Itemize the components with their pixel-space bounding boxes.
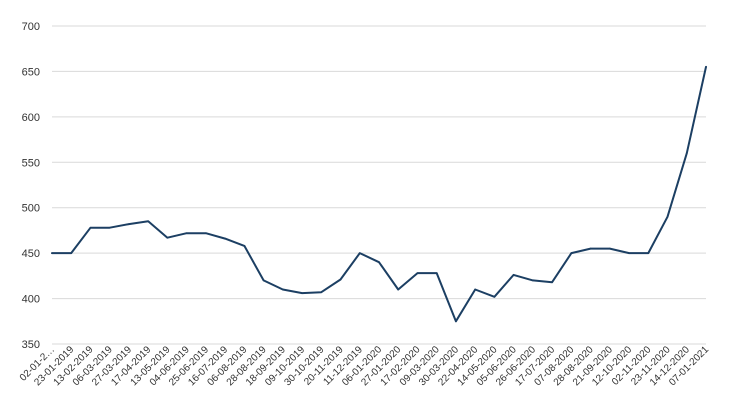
data-point bbox=[320, 291, 323, 294]
data-point bbox=[108, 226, 111, 229]
data-point bbox=[512, 274, 515, 276]
data-point bbox=[589, 247, 592, 250]
data-point bbox=[435, 272, 438, 274]
y-tick-label: 650 bbox=[22, 66, 40, 78]
data-point bbox=[128, 223, 130, 225]
y-tick-label: 500 bbox=[22, 203, 40, 215]
data-point bbox=[628, 252, 630, 254]
data-point bbox=[51, 252, 53, 254]
y-tick-label: 600 bbox=[22, 112, 40, 124]
data-point bbox=[666, 216, 669, 218]
y-tick-label: 450 bbox=[22, 248, 40, 260]
data-point bbox=[647, 252, 650, 254]
data-point bbox=[532, 279, 534, 282]
data-point bbox=[705, 66, 707, 68]
data-point bbox=[224, 237, 226, 240]
data-point bbox=[551, 281, 553, 284]
data-point bbox=[397, 288, 400, 291]
data-point bbox=[282, 288, 284, 291]
data-point bbox=[166, 236, 169, 239]
series-lines bbox=[51, 65, 707, 323]
data-point bbox=[378, 261, 380, 264]
data-point bbox=[685, 152, 688, 154]
y-tick-label: 700 bbox=[22, 21, 40, 33]
data-point bbox=[570, 252, 573, 254]
data-point bbox=[339, 278, 342, 281]
data-point bbox=[185, 232, 188, 234]
data-point bbox=[205, 232, 207, 234]
data-point bbox=[493, 295, 496, 298]
data-point bbox=[262, 279, 265, 282]
y-axis-tick-labels: 350 400 450 500 550 600 650 700 bbox=[22, 21, 40, 351]
series-line-0 bbox=[51, 65, 707, 323]
data-point bbox=[243, 245, 246, 247]
data-point bbox=[147, 220, 149, 223]
data-point bbox=[70, 252, 73, 254]
data-point bbox=[89, 226, 92, 229]
y-tick-label: 550 bbox=[22, 157, 40, 169]
data-point bbox=[301, 292, 303, 294]
data-point bbox=[609, 247, 611, 250]
y-tick-label: 350 bbox=[22, 339, 40, 351]
y-tick-label: 400 bbox=[22, 294, 40, 306]
x-axis-tick-labels: 02-01-2…23-01-201913-02-201906-03-201927… bbox=[18, 344, 712, 388]
data-point bbox=[416, 272, 419, 274]
data-point bbox=[474, 288, 476, 291]
data-point bbox=[455, 320, 457, 323]
data-point bbox=[358, 252, 361, 254]
grid-lines bbox=[52, 25, 706, 345]
